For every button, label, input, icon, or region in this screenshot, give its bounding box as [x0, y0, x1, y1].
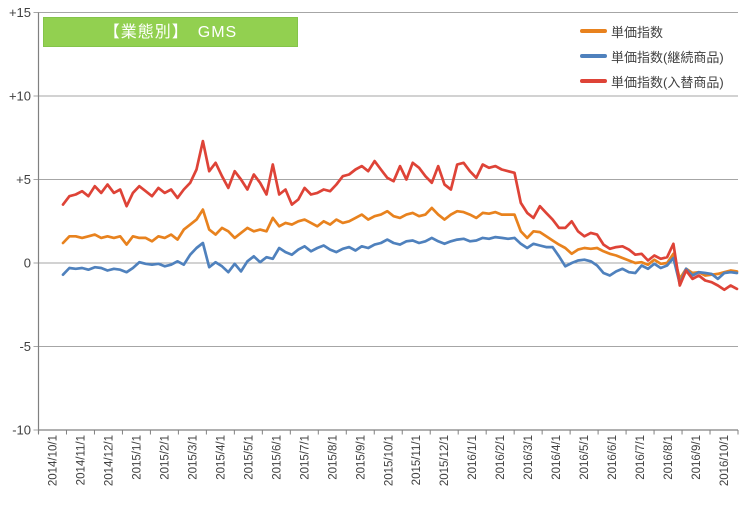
y-axis-label: +5 — [16, 172, 31, 187]
y-axis-label: +15 — [9, 5, 31, 20]
series-line-2 — [61, 139, 739, 292]
x-axis-label: 2015/10/1 — [383, 435, 395, 486]
x-axis-label: 2015/4/1 — [215, 435, 227, 480]
x-axis-label: 2016/4/1 — [551, 435, 563, 480]
x-axis-label: 2015/5/1 — [243, 435, 255, 480]
legend-label: 単価指数(継続商品) — [611, 49, 724, 65]
legend-label: 単価指数(入替商品) — [611, 74, 724, 90]
x-axis-label: 2016/7/1 — [635, 435, 647, 480]
x-axis-label: 2016/3/1 — [523, 435, 535, 480]
legend-line-swatch-blue — [580, 54, 607, 58]
x-axis-label: 2015/2/1 — [159, 435, 171, 480]
chart-title-badge: 【業態別】 GMS — [43, 17, 298, 47]
x-axis-label: 2014/10/1 — [47, 435, 59, 486]
x-axis-label: 2016/1/1 — [467, 435, 479, 480]
chart-title-text: 【業態別】 GMS — [103, 24, 238, 41]
x-axis-label: 2015/8/1 — [327, 435, 339, 480]
y-axis-label: 0 — [24, 256, 31, 271]
x-axis-label: 2016/5/1 — [579, 435, 591, 480]
x-axis-label: 2015/7/1 — [299, 435, 311, 480]
legend-item-unit-price-continuing: 単価指数(継続商品) — [580, 45, 724, 67]
x-axis-label: 2014/12/1 — [103, 435, 115, 486]
legend-item-unit-price-index: 単価指数 — [580, 20, 724, 42]
x-axis-label: 2015/6/1 — [271, 435, 283, 480]
legend-label: 単価指数 — [611, 24, 664, 40]
x-axis-label: 2015/11/1 — [411, 435, 423, 485]
series-line-0 — [61, 206, 739, 281]
y-axis-label: -10 — [12, 423, 31, 438]
x-axis-label: 2015/3/1 — [187, 435, 199, 480]
legend-item-unit-price-replacement: 単価指数(入替商品) — [580, 70, 724, 92]
x-axis-label: 2015/12/1 — [439, 435, 451, 486]
x-axis-label: 2016/10/1 — [719, 435, 731, 486]
series-line-1 — [61, 235, 739, 286]
x-axis-label: 2015/9/1 — [355, 435, 367, 480]
legend-line-swatch-red — [580, 79, 607, 83]
x-axis-label: 2016/2/1 — [495, 435, 507, 480]
legend: 単価指数 単価指数(継続商品) 単価指数(入替商品) — [580, 20, 724, 92]
x-axis-label: 2015/1/1 — [131, 435, 143, 480]
legend-line-swatch-orange — [580, 29, 607, 33]
y-axis-label: -5 — [19, 339, 31, 354]
x-axis-label: 2014/11/1 — [75, 435, 87, 485]
x-axis-label: 2016/9/1 — [691, 435, 703, 480]
y-axis-label: +10 — [9, 89, 31, 104]
x-axis-label: 2016/6/1 — [607, 435, 619, 480]
x-axis-label: 2016/8/1 — [663, 435, 675, 480]
